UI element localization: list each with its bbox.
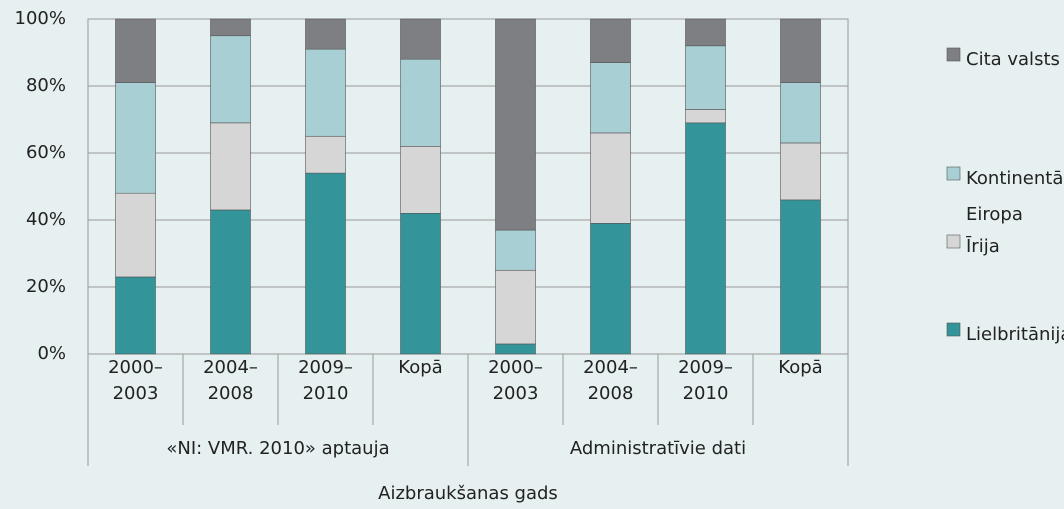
bar-segment bbox=[400, 58, 441, 147]
bar-segment bbox=[495, 343, 536, 355]
y-tick-label: 100% bbox=[15, 8, 66, 29]
x-tick-label: 2000–2003 bbox=[488, 357, 543, 404]
y-tick-label: 80% bbox=[26, 75, 66, 96]
x-tick-label: 2009–2010 bbox=[678, 357, 733, 404]
bar-segment bbox=[685, 18, 726, 47]
bar-segment bbox=[210, 209, 251, 355]
y-tick-label: 20% bbox=[26, 276, 66, 297]
bar-segment bbox=[400, 213, 441, 355]
legend-label: Kontinentālā Eiropa bbox=[966, 168, 1064, 225]
bar-segment bbox=[590, 18, 631, 63]
bar-segment bbox=[685, 45, 726, 110]
legend-label: Īrija bbox=[966, 236, 1000, 257]
legend-swatch bbox=[946, 47, 961, 62]
group-label: Administratīvie dati bbox=[570, 438, 746, 459]
bar-segment bbox=[590, 223, 631, 355]
bar-segment bbox=[495, 18, 536, 231]
bar-segment bbox=[400, 146, 441, 214]
y-tick-label: 60% bbox=[26, 142, 66, 163]
bar-segment bbox=[685, 122, 726, 355]
x-tick-label: 2000–2003 bbox=[108, 357, 163, 404]
bar-segment bbox=[780, 142, 821, 201]
bar-segment bbox=[305, 135, 346, 174]
bar-segment bbox=[495, 229, 536, 271]
group-label: «NI: VMR. 2010» aptauja bbox=[166, 438, 389, 459]
bar-segment bbox=[115, 82, 156, 194]
bar-segment bbox=[305, 172, 346, 355]
x-tick-label: Kopā bbox=[778, 357, 823, 378]
legend-label: Lielbritānija bbox=[966, 324, 1064, 345]
bar-segment bbox=[780, 82, 821, 144]
bar-segment bbox=[590, 132, 631, 224]
y-tick-label: 40% bbox=[26, 209, 66, 230]
bar-segment bbox=[590, 62, 631, 134]
plot-border bbox=[87, 18, 849, 355]
bar-segment bbox=[115, 192, 156, 278]
bar-segment bbox=[780, 18, 821, 83]
x-axis-title: Aizbraukšanas gads bbox=[378, 483, 558, 504]
legend-swatch bbox=[946, 322, 961, 337]
legend-swatch bbox=[946, 166, 961, 181]
bar-segment bbox=[210, 35, 251, 124]
bar-segment bbox=[685, 109, 726, 124]
x-tick-label: Kopā bbox=[398, 357, 443, 378]
x-tick-label: 2004–2008 bbox=[583, 357, 638, 404]
bar-segment bbox=[305, 48, 346, 137]
bar-segment bbox=[495, 269, 536, 345]
bar-segment bbox=[210, 18, 251, 37]
bar-segment bbox=[400, 18, 441, 60]
bar-segment bbox=[115, 18, 156, 83]
bar-segment bbox=[780, 199, 821, 355]
bar-segment bbox=[115, 276, 156, 355]
legend-swatch bbox=[946, 234, 961, 249]
x-tick-label: 2009–2010 bbox=[298, 357, 353, 404]
x-tick-label: 2004–2008 bbox=[203, 357, 258, 404]
legend-label: Cita valsts bbox=[966, 49, 1060, 70]
bar-segment bbox=[305, 18, 346, 50]
y-tick-label: 0% bbox=[37, 343, 66, 364]
bar-segment bbox=[210, 122, 251, 211]
